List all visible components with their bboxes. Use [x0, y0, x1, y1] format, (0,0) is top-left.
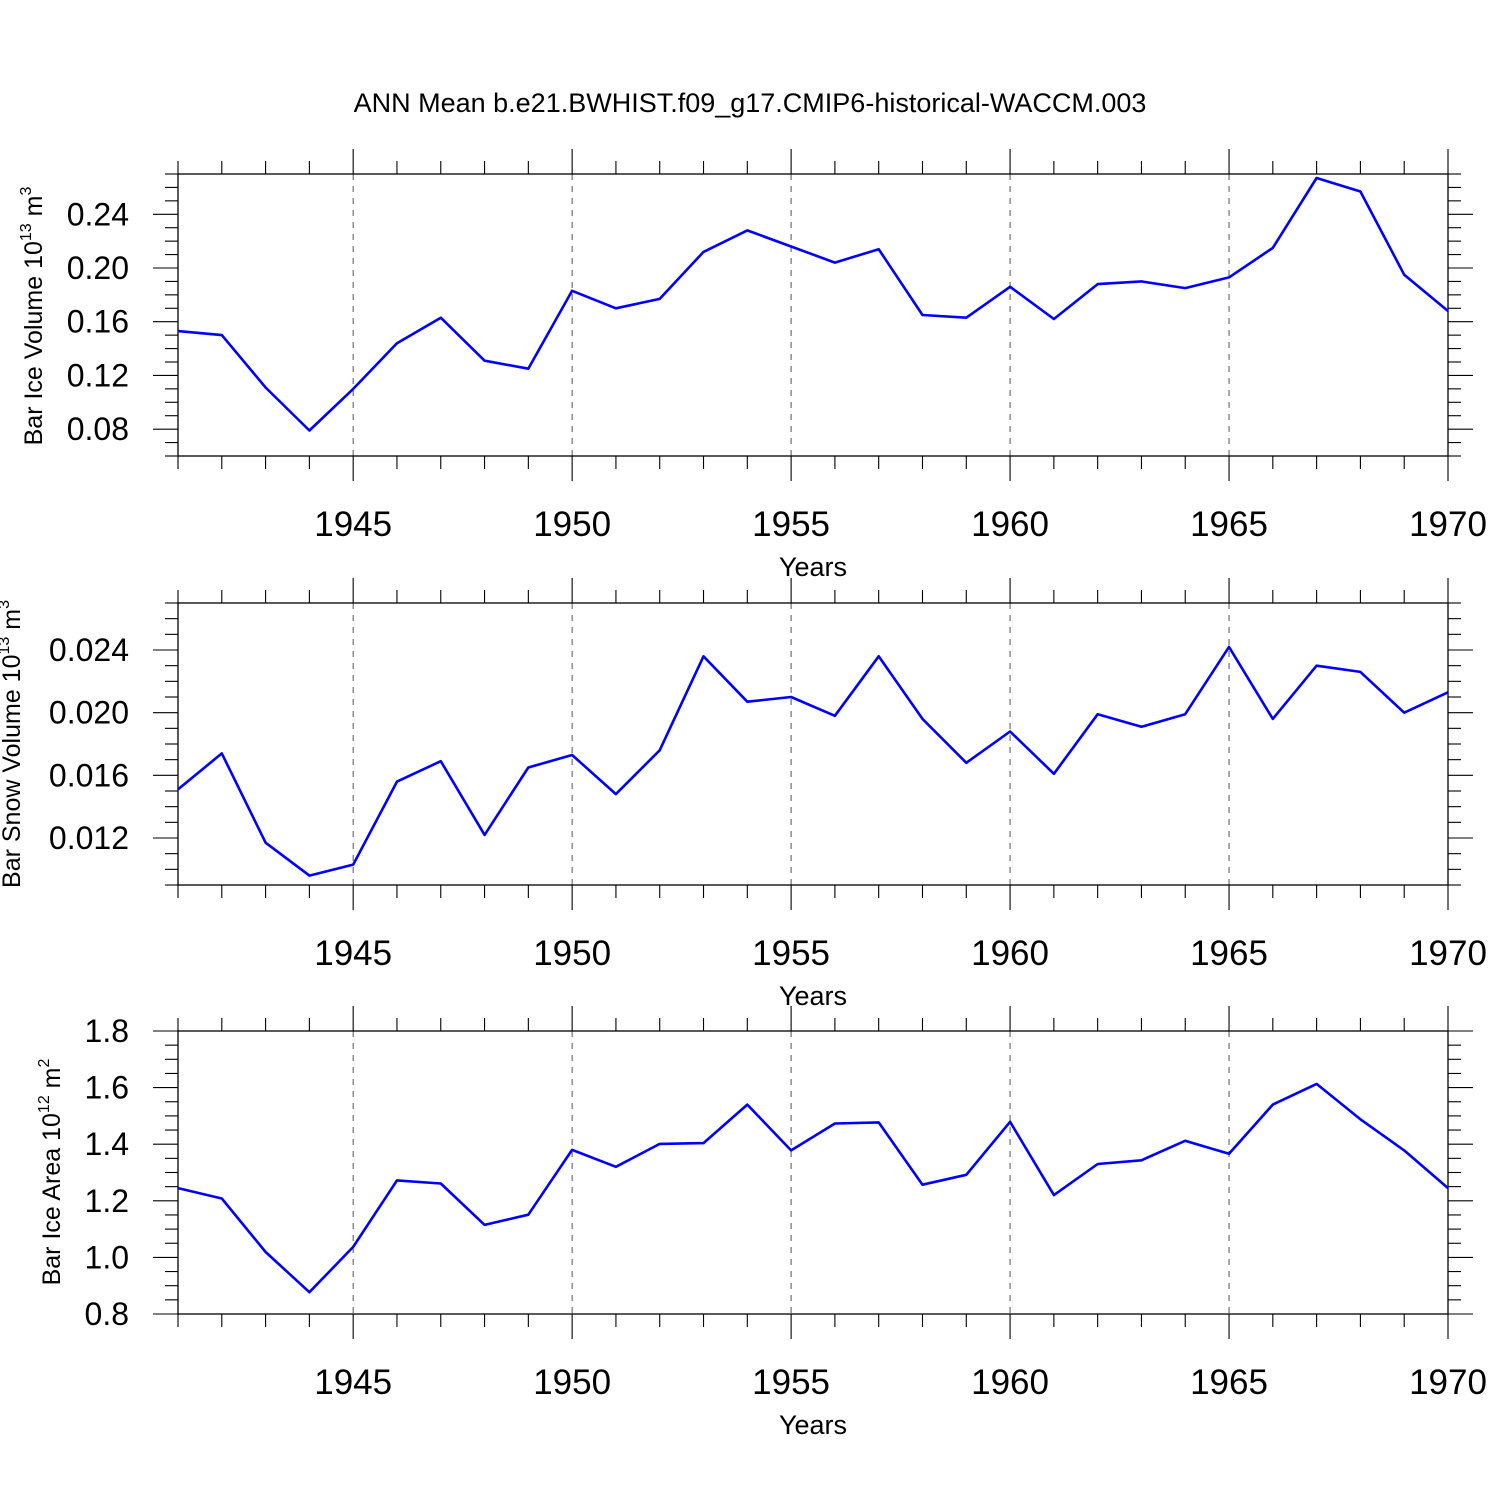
- data-line: [177, 645, 1449, 877]
- x-axis-label: Years: [779, 552, 847, 582]
- x-tick-label: 1945: [314, 934, 392, 973]
- y-axis-label: Bar Ice Volume 1013 m3: [18, 187, 48, 446]
- panels: 1945 1950 1955 1960 1965 1970 0.08 0.12 0.16 0.20…: [0, 149, 1487, 1440]
- x-tick-label: 1950: [533, 505, 611, 544]
- x-axis-label: Years: [779, 1410, 847, 1440]
- y-axis-label: Bar Snow Volume 1013 m3: [0, 600, 26, 888]
- x-tick-label: 1965: [1190, 505, 1268, 544]
- plot-frame: [177, 602, 1449, 886]
- y-tick-label: 0.20: [67, 250, 129, 286]
- y-tick-label: 1.0: [85, 1239, 129, 1275]
- x-tick-label: 1960: [971, 505, 1049, 544]
- x-tick-label: 1960: [971, 934, 1049, 973]
- plot-frame: [177, 173, 1449, 457]
- data-line: [177, 176, 1449, 432]
- x-tick-label: 1970: [1409, 1363, 1487, 1402]
- y-tick-label: 0.020: [49, 695, 129, 731]
- y-axis-label: Bar Ice Area 1012 m2: [36, 1059, 66, 1286]
- y-tick-label: 1.4: [85, 1126, 129, 1162]
- x-tick-label: 1945: [314, 1363, 392, 1402]
- x-tick-label: 1955: [752, 934, 830, 973]
- y-tick-label: 0.8: [85, 1296, 129, 1332]
- y-tick-label: 1.8: [85, 1013, 129, 1049]
- plot-frame: [177, 1030, 1449, 1315]
- x-tick-label: 1950: [533, 934, 611, 973]
- y-tick-label: 0.012: [49, 820, 129, 856]
- y-tick-label: 1.2: [85, 1183, 129, 1219]
- x-tick-label: 1955: [752, 1363, 830, 1402]
- chart-panel-1: 1945 1950 1955 1960 1965 1970 0.08 0.12 0.16 0.20…: [18, 149, 1487, 582]
- y-tick-label: 0.08: [67, 411, 129, 447]
- y-tick-label: 0.12: [67, 357, 129, 393]
- data-line: [177, 1082, 1449, 1294]
- y-tick-label: 0.16: [67, 304, 129, 340]
- x-tick-label: 1960: [971, 1363, 1049, 1402]
- chart-panel-2: 1945 1950 1955 1960 1965 1970 0.012 0.016 0.020 0…: [0, 578, 1487, 1011]
- chart-panel-3: 1945 1950 1955 1960 1965 1970 0.8 1.0 1.2 1.4 1.6 1…: [36, 1006, 1487, 1440]
- chart-title: ANN Mean b.e21.BWHIST.f09_g17.CMIP6-hist…: [354, 88, 1147, 118]
- x-tick-label: 1970: [1409, 505, 1487, 544]
- x-tick-label: 1965: [1190, 1363, 1268, 1402]
- x-tick-label: 1970: [1409, 934, 1487, 973]
- x-tick-label: 1950: [533, 1363, 611, 1402]
- x-axis-label: Years: [779, 981, 847, 1011]
- y-tick-label: 0.24: [67, 196, 129, 232]
- x-tick-label: 1945: [314, 505, 392, 544]
- y-tick-label: 0.024: [49, 632, 129, 668]
- x-tick-label: 1965: [1190, 934, 1268, 973]
- y-tick-label: 0.016: [49, 757, 129, 793]
- y-tick-label: 1.6: [85, 1070, 129, 1106]
- x-tick-label: 1955: [752, 505, 830, 544]
